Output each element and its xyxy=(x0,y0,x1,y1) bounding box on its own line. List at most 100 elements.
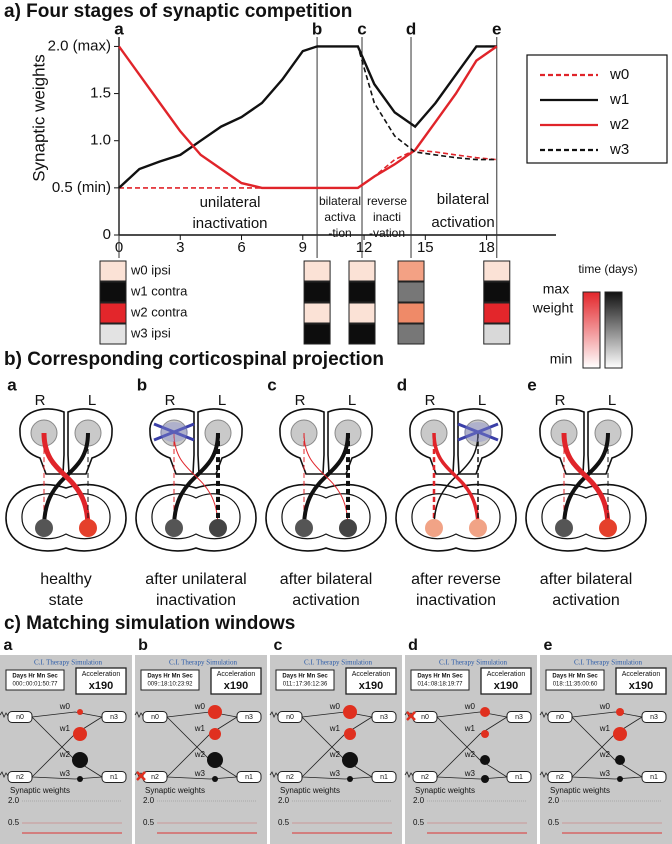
mini-plot-tick: 2.0 xyxy=(8,796,20,805)
synapse-label: w1 xyxy=(464,724,476,733)
mini-plot-title: Synaptic weights xyxy=(415,786,475,795)
x-tick-label: 18 xyxy=(478,239,495,256)
legend-label: w1 xyxy=(609,91,629,108)
accel-label: Acceleration xyxy=(217,671,256,678)
diagram-caption: inactivation xyxy=(156,592,236,609)
mini-plot-title: Synaptic weights xyxy=(280,786,340,795)
y-tick-label: 1.0 xyxy=(90,132,111,149)
node xyxy=(101,711,127,723)
mini-plot-tick: 2.0 xyxy=(278,796,290,805)
node-label: n0 xyxy=(421,714,429,721)
synapse xyxy=(617,776,623,782)
node-label: n1 xyxy=(110,774,118,781)
simulation-window: e C.I. Therapy Simulation Days Hr Mn Sec 01… xyxy=(539,637,672,844)
gray-matter xyxy=(151,493,241,540)
diagram-letter: a xyxy=(7,375,17,394)
weight-square xyxy=(483,302,511,324)
weight-square xyxy=(397,281,425,303)
diagram-letter: b xyxy=(137,375,147,394)
window-title: C.I. Therapy Simulation xyxy=(574,659,642,667)
motor-pool xyxy=(599,519,617,537)
stage-annotation: inactivation xyxy=(192,215,267,232)
x-tick-label: 12 xyxy=(356,239,373,256)
stage-annotation: activa xyxy=(324,210,356,224)
simulation-window: b C.I. Therapy Simulation Days Hr Mn Sec 00… xyxy=(134,637,267,844)
node xyxy=(371,771,397,783)
tract xyxy=(432,432,480,529)
synapse xyxy=(481,775,489,783)
gray-matter xyxy=(411,493,501,540)
node xyxy=(371,711,397,723)
synapse-label: w2 xyxy=(599,750,611,759)
motor-pool xyxy=(339,519,357,537)
node xyxy=(7,711,33,723)
colorbar-label: weight xyxy=(532,300,574,316)
simulation-window: a C.I. Therapy Simulation Days Hr Mn Sec 00… xyxy=(0,637,132,844)
node xyxy=(547,711,573,723)
inactivation-cross xyxy=(153,422,195,442)
window-letter: e xyxy=(544,637,553,654)
mini-plot-tick: 2.0 xyxy=(548,796,560,805)
window-letter: c xyxy=(274,637,283,654)
mini-plot-title: Synaptic weights xyxy=(10,786,70,795)
node-label: n3 xyxy=(650,714,658,721)
synapse-label: w3 xyxy=(59,769,71,778)
simulation-window: d C.I. Therapy Simulation Days Hr Mn Sec 01… xyxy=(404,637,537,844)
accel-value: x190 xyxy=(224,680,248,692)
synapse xyxy=(342,752,358,768)
node xyxy=(506,711,532,723)
diagram-letter: e xyxy=(527,375,536,394)
motor-pool xyxy=(469,519,487,537)
accel-box xyxy=(210,667,262,695)
hemisphere-label: L xyxy=(218,392,226,409)
weight-square xyxy=(397,323,425,345)
node-label: n3 xyxy=(380,714,388,721)
synapse-label: w3 xyxy=(599,769,611,778)
weight-square xyxy=(303,323,331,345)
synapse-label: w1 xyxy=(194,724,206,733)
accel-value: x190 xyxy=(359,680,383,692)
diagram-caption: after bilateral xyxy=(280,571,373,588)
y-tick-label: 0.5 (min) xyxy=(52,179,111,196)
synapse xyxy=(616,708,624,716)
stage-letter: a xyxy=(114,19,124,38)
x-tick-label: 3 xyxy=(176,239,184,256)
synapse-label: w0 xyxy=(194,702,206,711)
window-title: C.I. Therapy Simulation xyxy=(169,659,237,667)
synapse xyxy=(209,728,221,740)
synapse-label: w0 xyxy=(329,702,341,711)
window-title: C.I. Therapy Simulation xyxy=(439,659,507,667)
motor-pool xyxy=(79,519,97,537)
accel-label: Acceleration xyxy=(82,671,121,678)
stage-annotation: bilateral xyxy=(319,194,361,208)
stage-annotation: reverse xyxy=(367,194,407,208)
diagram-caption: healthy xyxy=(40,571,92,588)
weight-square xyxy=(99,323,127,345)
x-tick-label: 15 xyxy=(417,239,434,256)
motor-pool xyxy=(425,519,443,537)
weight-square xyxy=(348,302,376,324)
series-line xyxy=(119,149,497,189)
weight-square xyxy=(483,323,511,345)
synapse xyxy=(212,776,218,782)
stage-annotation: bilateral xyxy=(437,191,490,208)
weight-square xyxy=(99,281,127,303)
clock-header: Days Hr Mn Sec xyxy=(417,674,463,680)
x-tick-label: 9 xyxy=(299,239,307,256)
synapse xyxy=(480,707,490,717)
synapse-label: w0 xyxy=(464,702,476,711)
accel-box xyxy=(615,667,667,695)
node-label: n1 xyxy=(380,774,388,781)
panel-a-heading: a) Four stages of synaptic competition xyxy=(4,1,352,22)
synapse-label: w2 xyxy=(329,750,341,759)
hemisphere-label: R xyxy=(35,392,46,409)
window-letter: b xyxy=(138,637,148,654)
clock-value: 014::08:18:19:77 xyxy=(417,682,463,688)
node xyxy=(506,771,532,783)
node xyxy=(101,771,127,783)
input-noise xyxy=(0,711,9,778)
node xyxy=(277,771,303,783)
